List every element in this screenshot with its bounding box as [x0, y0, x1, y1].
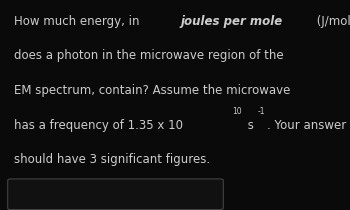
FancyBboxPatch shape [8, 179, 223, 210]
Text: (J/mol),: (J/mol), [313, 15, 350, 28]
Text: s: s [245, 119, 254, 132]
Text: . Your answer: . Your answer [267, 119, 346, 132]
Text: has a frequency of 1.35 x 10: has a frequency of 1.35 x 10 [14, 119, 183, 132]
Text: does a photon in the microwave region of the: does a photon in the microwave region of… [14, 49, 284, 62]
Text: joules per mole: joules per mole [181, 15, 283, 28]
Text: -1: -1 [257, 107, 265, 116]
Text: should have 3 significant figures.: should have 3 significant figures. [14, 153, 210, 166]
Text: 10: 10 [232, 107, 242, 116]
Text: How much energy, in: How much energy, in [14, 15, 143, 28]
Text: EM spectrum, contain? Assume the microwave: EM spectrum, contain? Assume the microwa… [14, 84, 290, 97]
